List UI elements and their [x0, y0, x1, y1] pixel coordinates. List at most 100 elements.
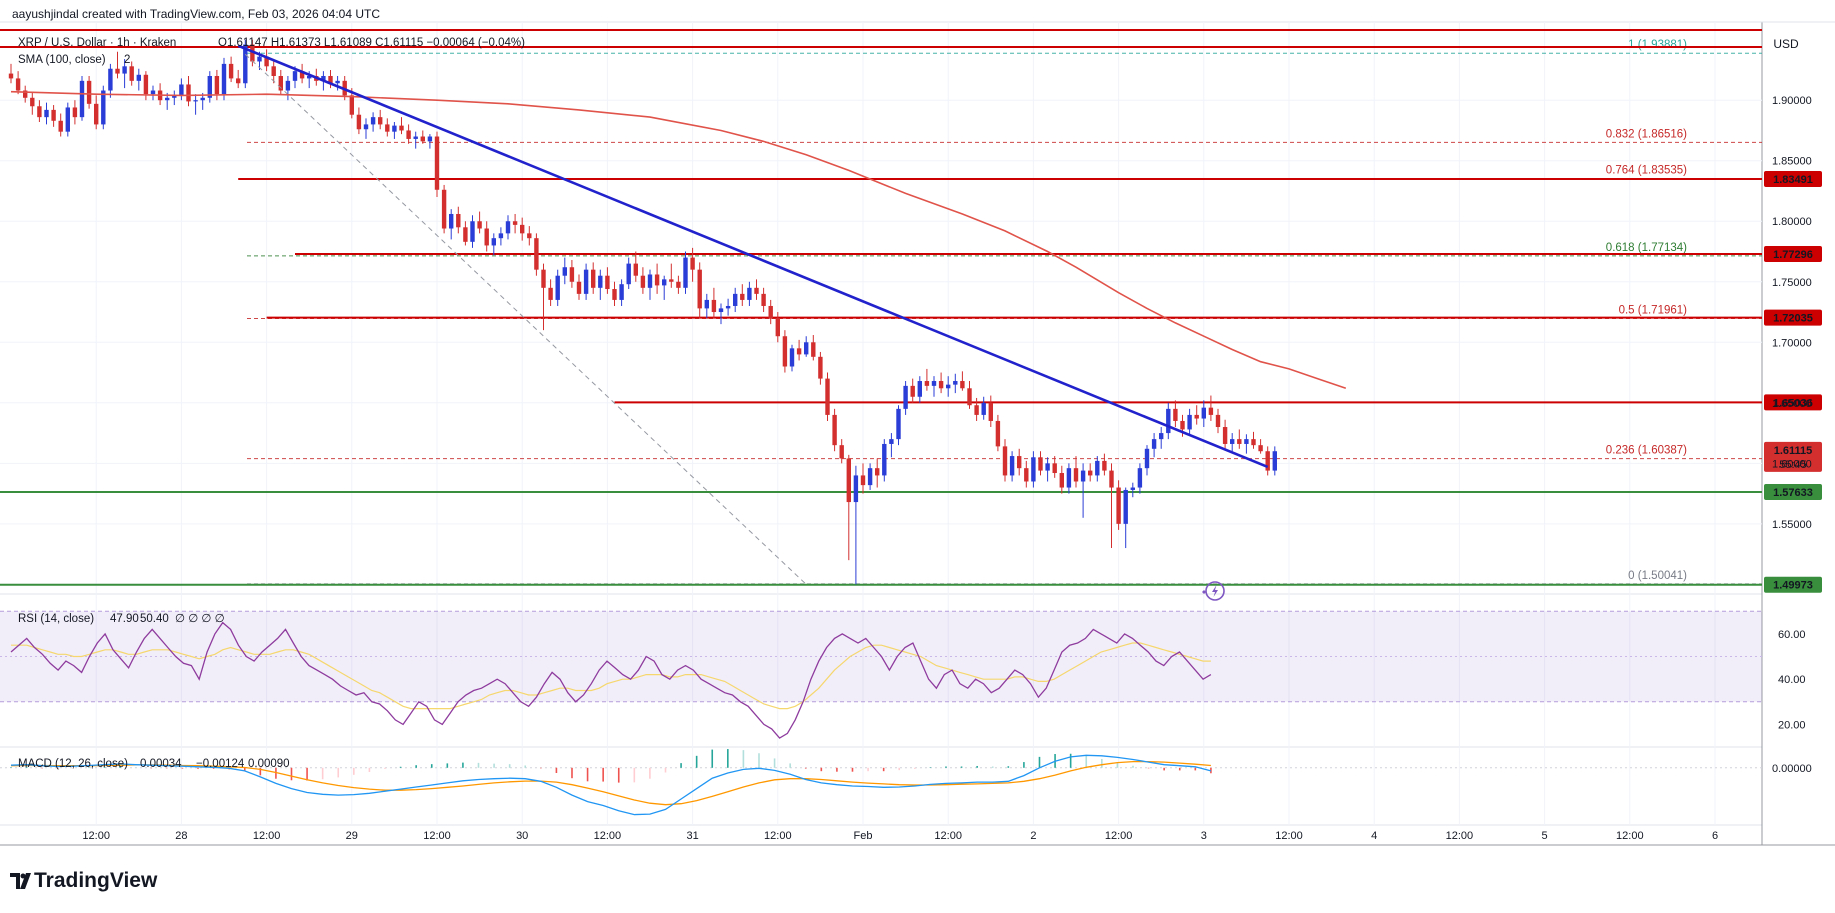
rsi-line	[10, 621, 1212, 739]
candle-body	[1073, 468, 1079, 482]
sma-indicator-label[interactable]: SMA (100, close)	[18, 54, 106, 66]
x-tick-label: 5	[1542, 830, 1548, 842]
candle-body	[349, 95, 354, 115]
candle-body	[839, 445, 844, 459]
candle-body	[299, 71, 305, 79]
y-tick-label: 1.60000	[1772, 458, 1812, 470]
x-tick-label: 12:00	[594, 830, 622, 842]
fib-diagonal	[244, 53, 807, 585]
macd-histogram-bar	[820, 767, 823, 772]
fib-level-label: 0 (1.50041)	[1628, 570, 1687, 582]
candle-body	[583, 269, 589, 294]
fib-level-label: 1 (1.93881)	[1628, 39, 1687, 51]
x-tick-label: 29	[346, 830, 358, 842]
rsi-indicator-label[interactable]: RSI (14, close)	[18, 613, 94, 625]
rsi-tick-label: 20.00	[1778, 719, 1806, 731]
level-price-label: 1.77296	[1773, 249, 1813, 261]
candle-body	[363, 124, 369, 130]
y-tick-label: 1.90000	[1772, 95, 1812, 107]
candle-body	[406, 130, 411, 139]
candle-body	[463, 227, 468, 242]
candle-body	[683, 257, 688, 288]
candle-body	[498, 233, 504, 239]
candle-body	[697, 269, 702, 309]
fib-level-label: 0.618 (1.77134)	[1606, 242, 1687, 254]
candle-body	[1258, 445, 1263, 452]
candle-body	[484, 228, 489, 246]
candle-body	[1088, 470, 1093, 476]
candle-body	[725, 305, 731, 309]
macd-histogram-bar	[914, 767, 916, 769]
x-tick-label: 31	[686, 830, 698, 842]
candle-body	[591, 269, 596, 288]
alert-icon[interactable]	[1202, 581, 1225, 601]
macd-histogram-bar	[290, 767, 293, 781]
tradingview-logo-icon	[10, 873, 31, 889]
sma-indicator-value: 2	[124, 54, 130, 66]
level-price-tag	[1764, 245, 1822, 262]
rsi-value: 47.90	[110, 613, 139, 625]
x-tick-label: 12:00	[764, 830, 792, 842]
candle-body	[434, 136, 440, 190]
macd-indicator-label[interactable]: MACD (12, 26, close)	[18, 758, 128, 770]
candle-body	[853, 475, 859, 503]
candle-body	[37, 106, 42, 118]
fib-level-label: 0.5 (1.71961)	[1619, 305, 1688, 317]
candle-body	[470, 221, 475, 242]
candle-body	[129, 66, 134, 81]
bearish-trendline	[237, 44, 1269, 469]
candle-body	[505, 221, 511, 234]
candle-body	[931, 381, 937, 386]
macd-histogram-bar	[88, 767, 90, 769]
last-price-tag	[1764, 441, 1822, 472]
macd-histogram-bar	[134, 767, 137, 769]
y-tick-label: 1.85000	[1772, 156, 1812, 168]
candle-body	[1130, 487, 1135, 490]
candle-body	[1144, 448, 1150, 469]
x-tick-label: 30	[516, 830, 528, 842]
candle-body	[477, 221, 482, 229]
tradingview-brand[interactable]: TradingView	[34, 869, 158, 892]
candle-body	[1002, 446, 1008, 476]
candle-body	[115, 68, 120, 74]
candle-body	[193, 100, 198, 102]
currency-label[interactable]: USD	[1773, 37, 1799, 51]
symbol-title[interactable]: XRP / U.S. Dollar · 1h · Kraken	[18, 37, 176, 49]
overlays: 1.61115 55:45	[10, 44, 1822, 585]
candle-body	[811, 342, 816, 357]
candle-body	[946, 384, 951, 389]
macd-histogram-bar	[103, 767, 106, 768]
macd-histogram-bar	[976, 765, 978, 768]
candle-body	[250, 44, 255, 62]
candle-body	[420, 136, 425, 142]
y-tick-label: 1.65000	[1772, 398, 1812, 410]
candle-body	[72, 107, 78, 118]
macd-histogram-bar	[524, 765, 527, 768]
candle-body	[718, 308, 724, 313]
level-price-label: 1.65036	[1773, 397, 1813, 409]
candle-body	[733, 293, 738, 306]
x-tick-label: 12:00	[1105, 830, 1133, 842]
macd-hist-value: 0.00034	[140, 758, 182, 770]
candle-body	[1024, 468, 1029, 482]
macd-histogram-bar	[25, 767, 28, 768]
candle-body	[491, 238, 496, 246]
macd-histogram-bar	[353, 767, 355, 775]
candle-body	[804, 342, 809, 355]
candle-body	[598, 275, 603, 288]
candle-body	[619, 284, 624, 300]
candle-body	[1166, 408, 1171, 434]
x-tick-label: 6	[1712, 830, 1718, 842]
macd-histogram-bar	[960, 766, 963, 768]
candle-body	[335, 80, 340, 84]
candle-body	[271, 66, 276, 76]
candle-body	[1244, 439, 1249, 444]
candle-body	[1201, 407, 1206, 419]
macd-histogram-bar	[275, 767, 277, 779]
macd-signal-line	[10, 760, 1211, 806]
macd-histogram-bar	[1116, 762, 1119, 768]
macd-histogram-bar	[321, 767, 324, 780]
candle-body	[136, 74, 141, 81]
macd-histogram-bar	[711, 749, 714, 768]
